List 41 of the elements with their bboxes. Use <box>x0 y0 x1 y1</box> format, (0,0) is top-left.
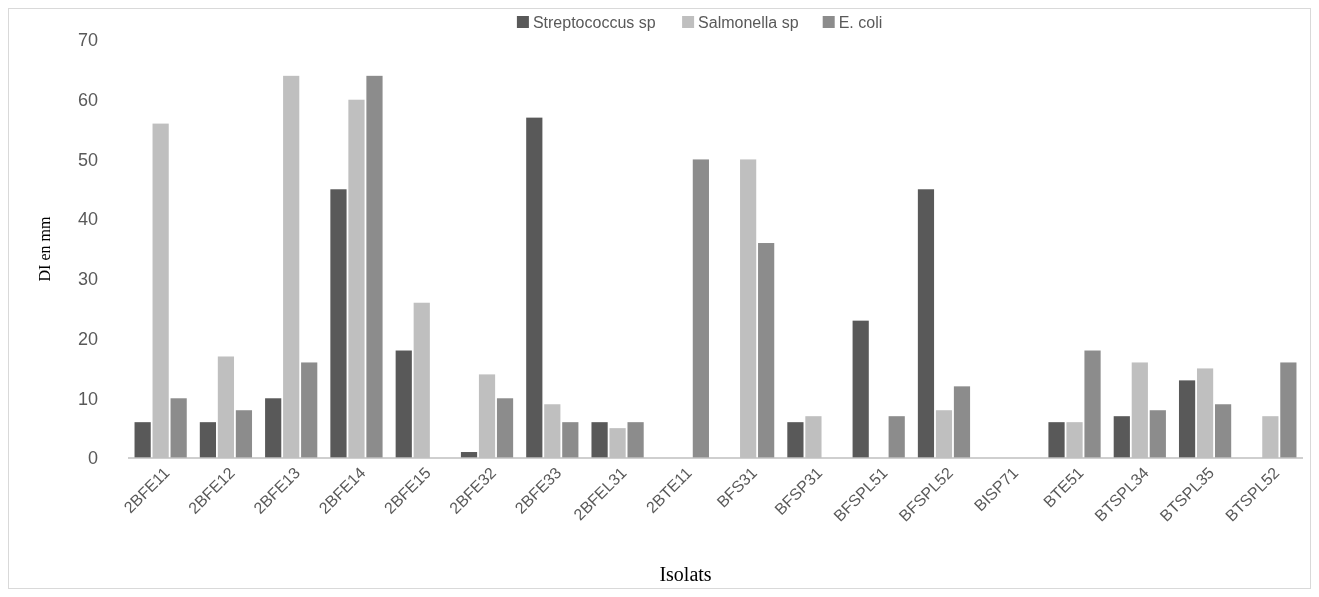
legend-label: Salmonella sp <box>698 13 799 31</box>
bar <box>1280 362 1297 458</box>
bar <box>953 386 971 458</box>
bar <box>591 422 608 458</box>
bar <box>1178 380 1196 458</box>
x-axis-title: Isolats <box>659 563 712 585</box>
y-tick-label: 50 <box>77 149 98 170</box>
bar <box>787 422 804 458</box>
bar <box>1084 350 1101 458</box>
y-tick-label: 0 <box>87 448 98 469</box>
bar <box>888 416 905 458</box>
bar <box>134 422 151 458</box>
y-tick-label: 60 <box>77 90 98 111</box>
bar <box>627 422 644 458</box>
bar <box>917 189 935 458</box>
bar <box>1048 422 1065 458</box>
bar <box>199 422 217 458</box>
bar <box>1113 416 1130 458</box>
bar <box>170 398 187 458</box>
bar <box>758 243 775 458</box>
bar <box>235 410 253 458</box>
bar <box>692 159 709 458</box>
bar <box>366 75 383 458</box>
bar <box>852 320 869 458</box>
bar <box>265 398 282 458</box>
bar <box>301 362 318 458</box>
y-tick-label: 10 <box>77 388 98 409</box>
y-tick-label: 30 <box>77 269 98 290</box>
y-tick-label: 20 <box>77 328 98 349</box>
legend-label: E. coli <box>838 13 883 31</box>
bar <box>1214 404 1232 458</box>
bar <box>526 117 543 458</box>
y-axis-title: DI en mm <box>36 216 53 282</box>
bar <box>562 422 579 458</box>
bar <box>395 350 412 458</box>
legend-label: Streptococcus sp <box>532 13 656 31</box>
bar <box>1149 410 1166 458</box>
y-tick-label: 70 <box>77 30 98 51</box>
bar <box>496 398 514 458</box>
y-tick-label: 40 <box>77 209 98 230</box>
bar <box>330 189 347 458</box>
